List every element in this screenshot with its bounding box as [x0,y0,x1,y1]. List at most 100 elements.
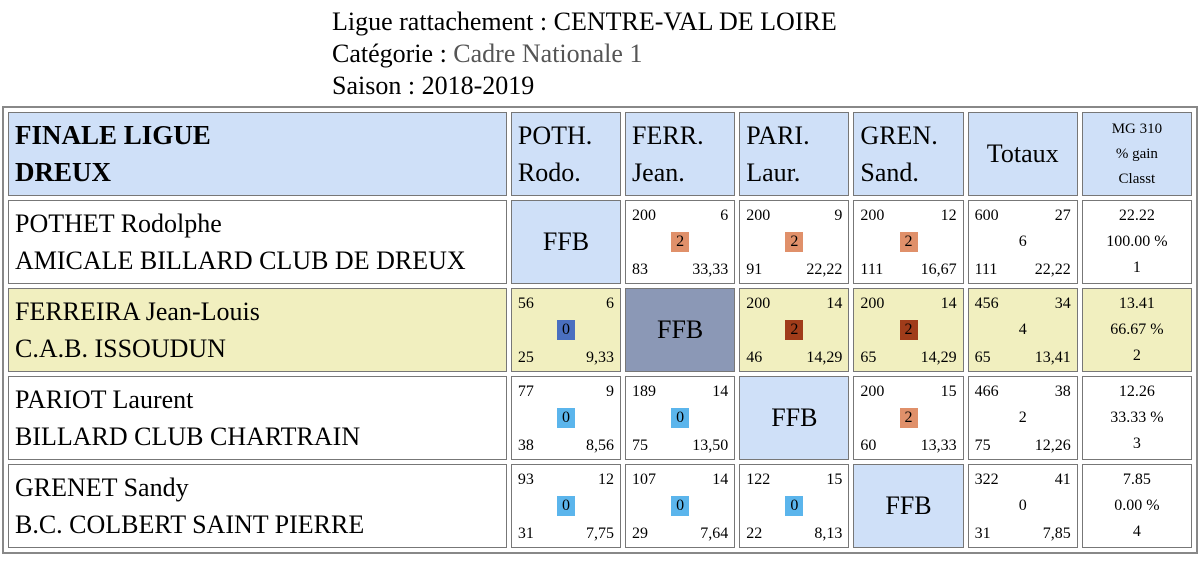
mg-header-line1: MG 310 [1111,120,1163,137]
totals-points: 322 [974,471,999,488]
match-opponent-points: 91 [746,261,763,278]
summary-cell: 12.26 33.33 % 3 [1081,376,1192,460]
match-points: 200 [746,295,771,312]
match-points: 200 [860,207,885,224]
match-points: 107 [632,471,657,488]
totals-match-points: 0 [1018,497,1027,514]
match-innings: 14 [712,383,729,400]
match-box: 93 12 0 31 7,75 [512,465,620,547]
ligue-label: Ligue rattachement : [332,7,548,36]
summary-rank: 3 [1132,435,1141,452]
match-box: 122 15 0 22 8,13 [740,465,848,547]
match-cell: 200 9 2 91 22,22 [739,200,850,284]
totals-innings: 27 [1054,207,1071,224]
totals-points: 456 [974,295,999,312]
match-points: 56 [517,295,534,312]
match-points: 77 [517,383,534,400]
match-average: 9,33 [586,349,615,366]
mg-header-line2: % gain [1115,145,1158,162]
totals-cell: 600 27 6 111 22,22 [967,200,1078,284]
mg-header-line3: Classt [1118,170,1156,187]
results-table: FINALE LIGUE DREUX POTH. Rodo. FERR. Jean.… [2,106,1198,554]
match-result-badge: 0 [556,320,575,340]
player-name: FERREIRA Jean-Louis [15,297,260,326]
summary-mg: 12.26 [1118,383,1155,400]
match-opponent-points: 25 [517,349,534,366]
match-points: 200 [632,207,657,224]
totals-innings: 41 [1054,471,1071,488]
totals-match-points: 2 [1018,409,1027,426]
column-header-abbr: FERR. [632,121,704,150]
summary-rank: 2 [1132,347,1141,364]
saison-line: Saison : 2018-2019 [332,70,837,102]
match-points: 200 [860,383,885,400]
match-cell: 122 15 0 22 8,13 [739,464,850,548]
totals-best-series: 31 [974,525,991,542]
mg-header: MG 310 % gain Classt [1081,112,1192,196]
match-average: 8,13 [814,525,843,542]
column-header-first: Laur. [746,158,801,187]
match-cell: 189 14 0 75 13,50 [625,376,736,460]
player-name: PARIOT Laurent [15,385,194,414]
totals-innings: 38 [1054,383,1071,400]
match-opponent-points: 111 [860,261,884,278]
ligue-value: CENTRE-VAL DE LOIRE [553,7,837,36]
player-club: BILLARD CLUB CHARTRAIN [15,422,361,451]
match-result-badge: 2 [899,232,918,252]
player-club: AMICALE BILLARD CLUB DE DREUX [15,246,466,275]
totals-best-series: 65 [974,349,991,366]
match-box: 107 14 0 29 7,64 [626,465,734,547]
summary-pct: 33.33 % [1110,409,1164,426]
summary-mg: 13.41 [1118,295,1155,312]
match-innings: 14 [826,295,843,312]
totals-header: Totaux [967,112,1078,196]
match-innings: 9 [606,383,615,400]
summary-mg: 7.85 [1122,471,1151,488]
column-header-first: Jean. [632,158,685,187]
self-match-cell: FFB [739,376,850,460]
summary-rank: 4 [1132,523,1141,540]
totals-box: 600 27 6 111 22,22 [969,201,1077,283]
match-average: 22,22 [806,261,843,278]
totals-box: 322 41 0 31 7,85 [969,465,1077,547]
totals-box: 456 34 4 65 13,41 [969,289,1077,371]
match-innings: 12 [598,471,615,488]
match-opponent-points: 75 [632,437,649,454]
match-opponent-points: 22 [746,525,763,542]
categorie-value: Cadre Nationale 1 [453,39,643,68]
summary-rank: 1 [1132,259,1141,276]
match-cell: 56 6 0 25 9,33 [510,288,622,372]
match-cell: 107 14 0 29 7,64 [625,464,736,548]
categorie-label: Catégorie : [332,39,447,68]
match-box: 200 14 2 46 14,29 [740,289,848,371]
totals-average: 22,22 [1034,261,1071,278]
totals-average: 13,41 [1034,349,1071,366]
player-club: C.A.B. ISSOUDUN [15,334,226,363]
match-opponent-points: 38 [517,437,534,454]
self-match-cell: FFB [625,288,736,372]
match-cell: 200 6 2 83 33,33 [625,200,736,284]
player-row: GRENET Sandy B.C. COLBERT SAINT PIERRE 93 1… [8,464,1192,548]
player-row: POTHET Rodolphe AMICALE BILLARD CLUB DE D… [8,200,1192,284]
column-header-first: Rodo. [517,158,581,187]
match-result-badge: 2 [785,320,804,340]
match-cell: 200 14 2 46 14,29 [739,288,850,372]
match-result-badge: 2 [899,408,918,428]
player-cell: FERREIRA Jean-Louis C.A.B. ISSOUDUN [8,288,507,372]
match-result-badge: 2 [899,320,918,340]
totals-points: 466 [974,383,999,400]
match-result-badge: 0 [671,496,690,516]
match-points: 200 [860,295,885,312]
match-cell: 200 15 2 60 13,33 [853,376,964,460]
match-box: 200 14 2 65 14,29 [854,289,962,371]
totals-best-series: 111 [974,261,998,278]
column-header-2: PARI. Laur. [739,112,850,196]
match-innings: 6 [720,207,729,224]
match-cell: 77 9 0 38 8,56 [510,376,622,460]
match-opponent-points: 65 [860,349,877,366]
match-cell: 93 12 0 31 7,75 [510,464,622,548]
categorie-line: Catégorie : Cadre Nationale 1 [332,38,837,70]
match-average: 13,33 [920,437,957,454]
player-cell: GRENET Sandy B.C. COLBERT SAINT PIERRE [8,464,507,548]
match-opponent-points: 46 [746,349,763,366]
